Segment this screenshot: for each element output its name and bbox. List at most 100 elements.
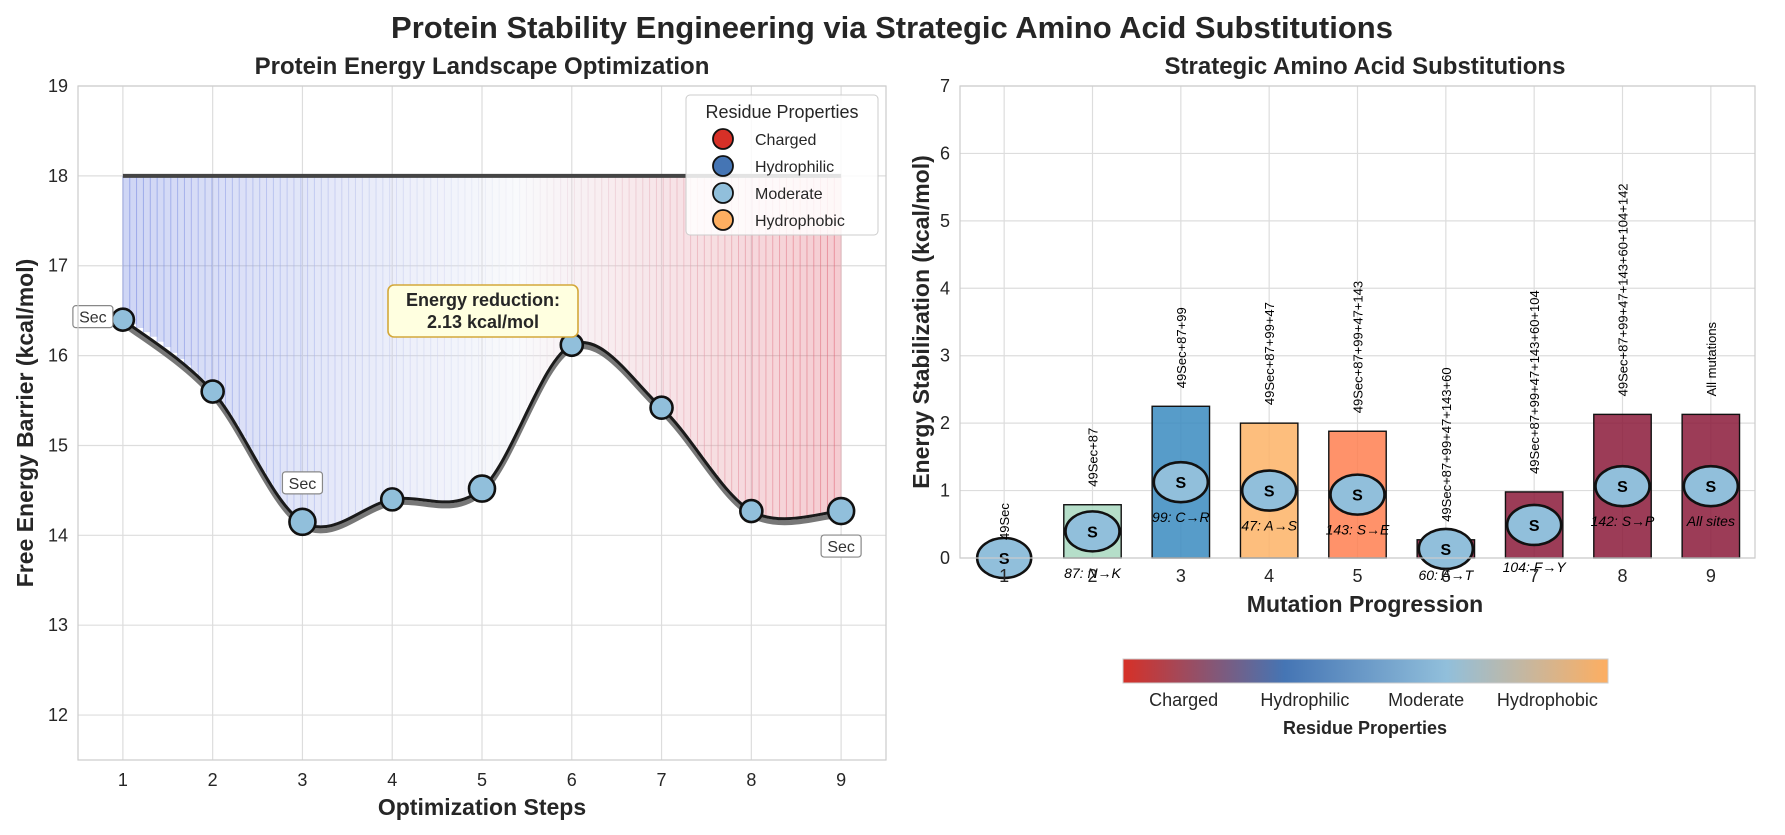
energy-fill-strip [287, 175, 295, 512]
colorbar-tick-label: Charged [1149, 690, 1218, 710]
mutation-label: 142: S→P [1591, 513, 1655, 529]
mutation-label: 104: F→Y [1503, 559, 1568, 575]
substitution-circle [1594, 464, 1651, 508]
energy-fill-strip [362, 175, 370, 510]
sec-label: Sec [79, 310, 107, 327]
left-legend: Residue Properties Charged Hydrophilic Mod… [685, 94, 879, 236]
right-combo-labels: 49Sec 49Sec+87 49Sec+87+99 49Sec+87+99+47 49… [997, 183, 1719, 540]
energy-fill-strip [355, 175, 363, 514]
energy-fill-strip [800, 175, 808, 517]
energy-fill-strip [581, 175, 589, 343]
energy-fill-strip [717, 175, 726, 483]
annotation-box [387, 284, 579, 338]
right-y-tick-label: 2 [940, 413, 950, 433]
sec-label: Sec [827, 539, 855, 556]
right-x-tick-label: 9 [1706, 566, 1716, 586]
left-x-tick-label: 8 [746, 770, 756, 790]
energy-fill-strip [724, 175, 733, 491]
energy-fill-strip [629, 175, 637, 378]
energy-fill-strip [375, 175, 384, 504]
annotation-line-2: 2.13 kcal/mol [427, 312, 539, 332]
legend-marker-moderate [712, 182, 734, 204]
energy-fill-strip [779, 175, 787, 519]
energy-fill-strip [246, 175, 254, 449]
left-y-tick-label: 13 [48, 615, 68, 635]
right-x-tick-label: 8 [1617, 566, 1627, 586]
energy-reduction-annotation: Energy reduction: 2.13 kcal/mol [387, 284, 579, 338]
energy-fill-strip [738, 175, 746, 505]
energy-fill-strip [129, 175, 137, 325]
energy-fill-strip [218, 175, 226, 404]
energy-fill-strip [560, 175, 568, 351]
energy-fill-strip [143, 175, 151, 333]
left-x-tick-label: 2 [208, 770, 218, 790]
energy-fill-strip [163, 175, 172, 348]
energy-fill-strip [252, 175, 261, 461]
energy-fill-strip [670, 175, 678, 421]
energy-fill-strip [546, 175, 555, 368]
energy-fill-strip [225, 175, 233, 414]
legend-frame [685, 94, 879, 236]
energy-fill-strip [191, 175, 199, 373]
right-x-tick-label: 4 [1264, 566, 1274, 586]
substitution-circle [1682, 464, 1740, 508]
colorbar: Charged Hydrophilic Moderate Hydrophobic Re… [1122, 658, 1609, 738]
sec-label: Sec [289, 476, 317, 493]
energy-fill-strip [273, 175, 281, 495]
legend-label-moderate: Moderate [755, 186, 823, 203]
energy-point [288, 507, 317, 537]
energy-fill-strip [451, 175, 459, 502]
left-chart-title: Protein Energy Landscape Optimization [255, 53, 710, 80]
energy-fill-strip [177, 175, 185, 360]
substitution-circle-label: S [1175, 475, 1186, 492]
left-x-tick-label: 1 [118, 770, 128, 790]
energy-fill-strip [266, 175, 274, 484]
energy-fill-strip [211, 175, 220, 395]
energy-fill-strip [136, 175, 144, 329]
energy-fill-strip [314, 175, 322, 527]
energy-fill-strip [676, 175, 685, 429]
combo-label: 49Sec+87+99+47+143+60+104 [1527, 290, 1542, 474]
legend-marker-charged [712, 128, 734, 150]
colorbar-tick-label: Hydrophobic [1497, 690, 1598, 710]
right-x-ticks: 1 2 3 4 5 6 7 8 9 [999, 566, 1716, 586]
left-x-tick-label: 7 [657, 770, 667, 790]
right-y-tick-label: 4 [940, 278, 950, 298]
energy-fill-strip [184, 175, 192, 366]
legend-label-hydrophilic: Hydrophilic [755, 159, 834, 176]
left-x-tick-label: 4 [387, 770, 397, 790]
substitution-circle-label: S [1440, 542, 1451, 559]
left-y-axis-label: Free Energy Barrier (kcal/mol) [12, 259, 38, 588]
right-x-tick-label: 7 [1529, 566, 1539, 586]
mutation-label: 87: N→K [1064, 565, 1121, 581]
right-y-tick-label: 3 [940, 346, 950, 366]
energy-point [739, 498, 764, 524]
energy-fill-strip [533, 175, 541, 393]
substitution-circle-label: S [999, 551, 1010, 568]
right-y-tick-label: 0 [940, 548, 950, 568]
mutation-label: 47: A→S [1241, 518, 1297, 534]
energy-fill-strip [690, 175, 698, 447]
combo-label: 49Sec+87 [1086, 428, 1101, 487]
energy-fill-strip [806, 175, 815, 516]
legend-title: Residue Properties [705, 102, 858, 122]
substitution-circle-label: S [1705, 479, 1716, 496]
combo-label: 49Sec+87+99 [1174, 307, 1189, 388]
left-x-tick-label: 5 [477, 770, 487, 790]
left-x-tick-label: 6 [567, 770, 577, 790]
energy-fill-strip [328, 175, 336, 526]
energy-fill-strip [731, 175, 739, 499]
energy-fill-strip [820, 175, 828, 513]
energy-fill-strip [704, 175, 712, 466]
energy-fill-strip [642, 175, 650, 393]
mutation-label: 143: S→E [1326, 522, 1390, 538]
energy-fill-strip [697, 175, 705, 456]
energy-fill-strip [334, 175, 343, 524]
left-plot-frame [77, 85, 887, 761]
energy-fill-strip [786, 175, 794, 519]
mutation-label: 60: A→T [1418, 567, 1474, 583]
energy-fill-strip [341, 175, 350, 521]
energy-fill-strip [793, 175, 801, 518]
energy-fill-strip [122, 175, 131, 322]
